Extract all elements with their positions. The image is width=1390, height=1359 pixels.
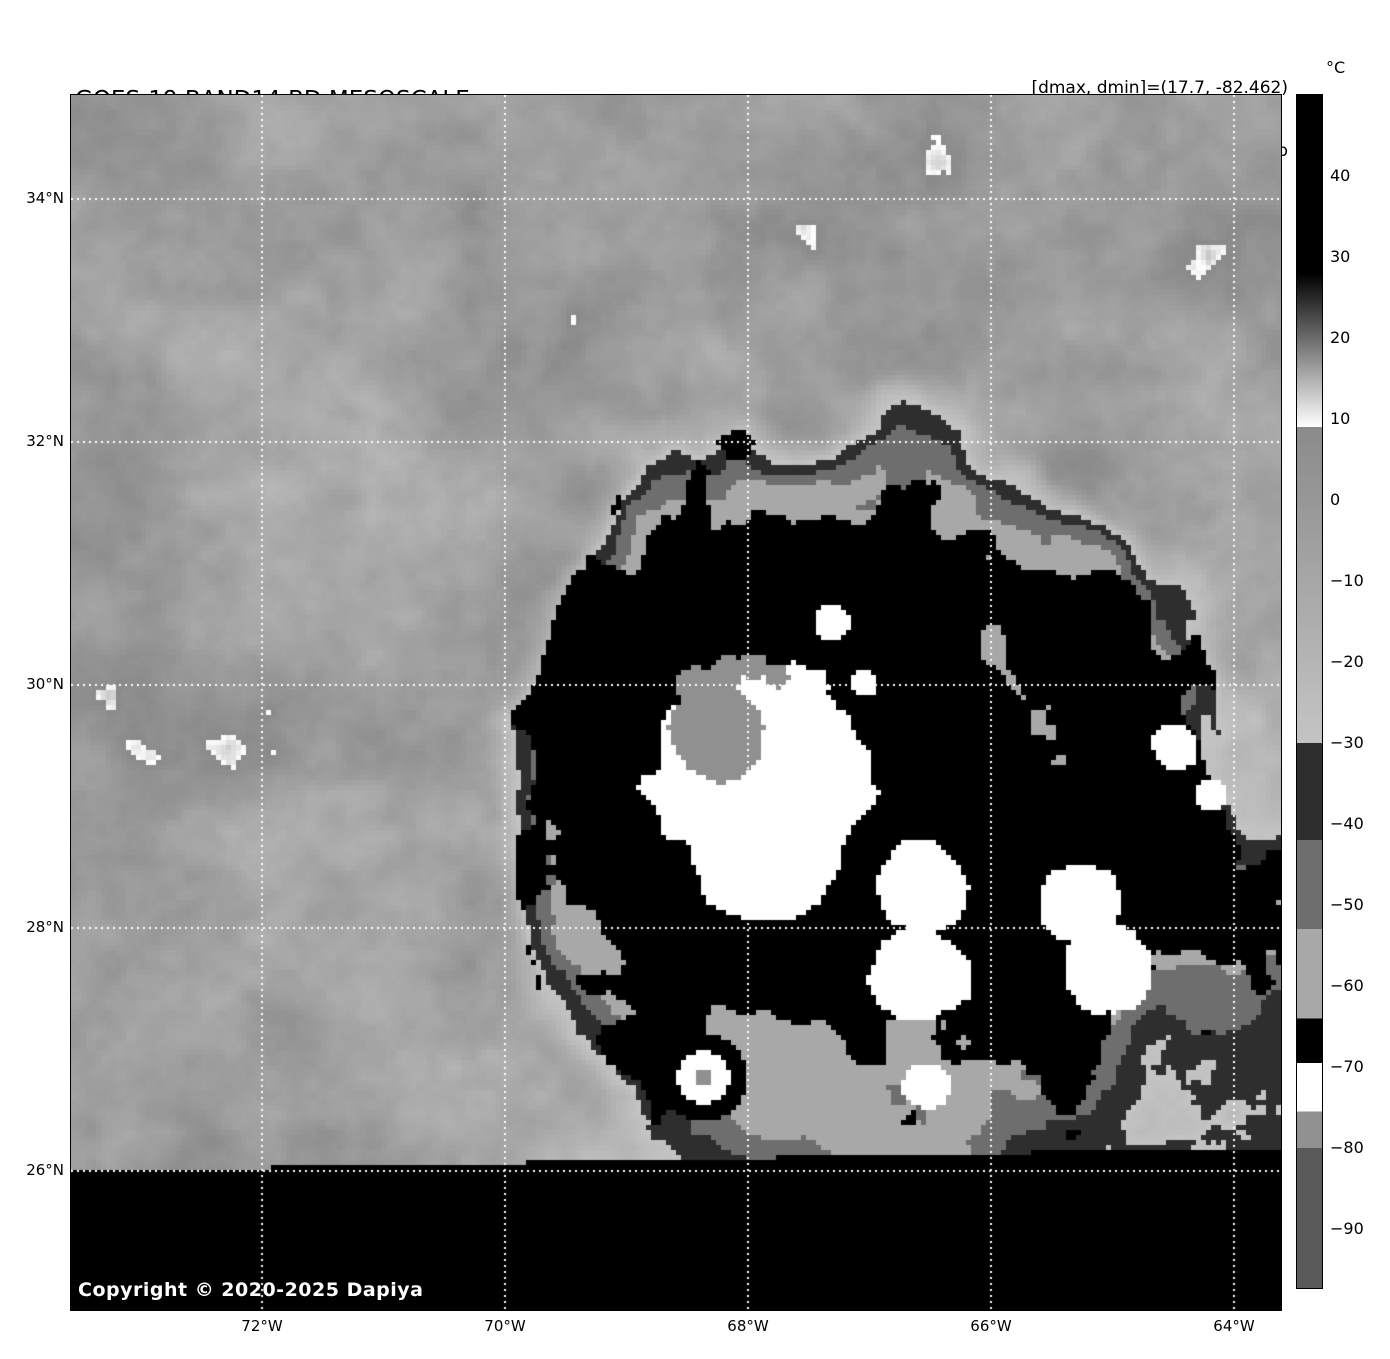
lat-label-32n: 32°N	[26, 432, 64, 450]
colorbar-tick-m80: −80	[1330, 1138, 1364, 1157]
satellite-image-canvas	[71, 95, 1281, 1310]
colorbar-unit-label: °C	[1326, 58, 1346, 77]
lon-label-66w: 66°W	[970, 1317, 1012, 1335]
colorbar-tick-m60: −60	[1330, 976, 1364, 995]
lat-label-28n: 28°N	[26, 918, 64, 936]
annotation-dmax-dmin: [dmax, dmin]=(17.7, -82.462)	[1031, 78, 1288, 98]
colorbar-tick-m10: −10	[1330, 571, 1364, 590]
lat-label-26n: 26°N	[26, 1161, 64, 1179]
map-frame: Copyright © 2020-2025 Dapiya	[70, 94, 1282, 1311]
lat-label-34n: 34°N	[26, 189, 64, 207]
colorbar-tick-m20: −20	[1330, 652, 1364, 671]
lon-label-64w: 64°W	[1213, 1317, 1255, 1335]
lat-label-30n: 30°N	[26, 675, 64, 693]
colorbar-tick-m50: −50	[1330, 895, 1364, 914]
colorbar-tick-0: 0	[1330, 490, 1341, 509]
copyright-watermark: Copyright © 2020-2025 Dapiya	[78, 1279, 424, 1301]
lon-label-70w: 70°W	[484, 1317, 526, 1335]
colorbar-gradient	[1297, 95, 1322, 1288]
colorbar-tick-m90: −90	[1330, 1219, 1364, 1238]
lon-label-68w: 68°W	[727, 1317, 769, 1335]
colorbar-tick-m40: −40	[1330, 814, 1364, 833]
colorbar-tick-30: 30	[1330, 247, 1351, 266]
colorbar-tick-m70: −70	[1330, 1057, 1364, 1076]
lon-label-72w: 72°W	[241, 1317, 283, 1335]
colorbar-tick-40: 40	[1330, 166, 1351, 185]
colorbar-tick-10: 10	[1330, 409, 1351, 428]
colorbar-tick-m30: −30	[1330, 733, 1364, 752]
colorbar-tick-20: 20	[1330, 328, 1351, 347]
colorbar	[1296, 94, 1323, 1289]
